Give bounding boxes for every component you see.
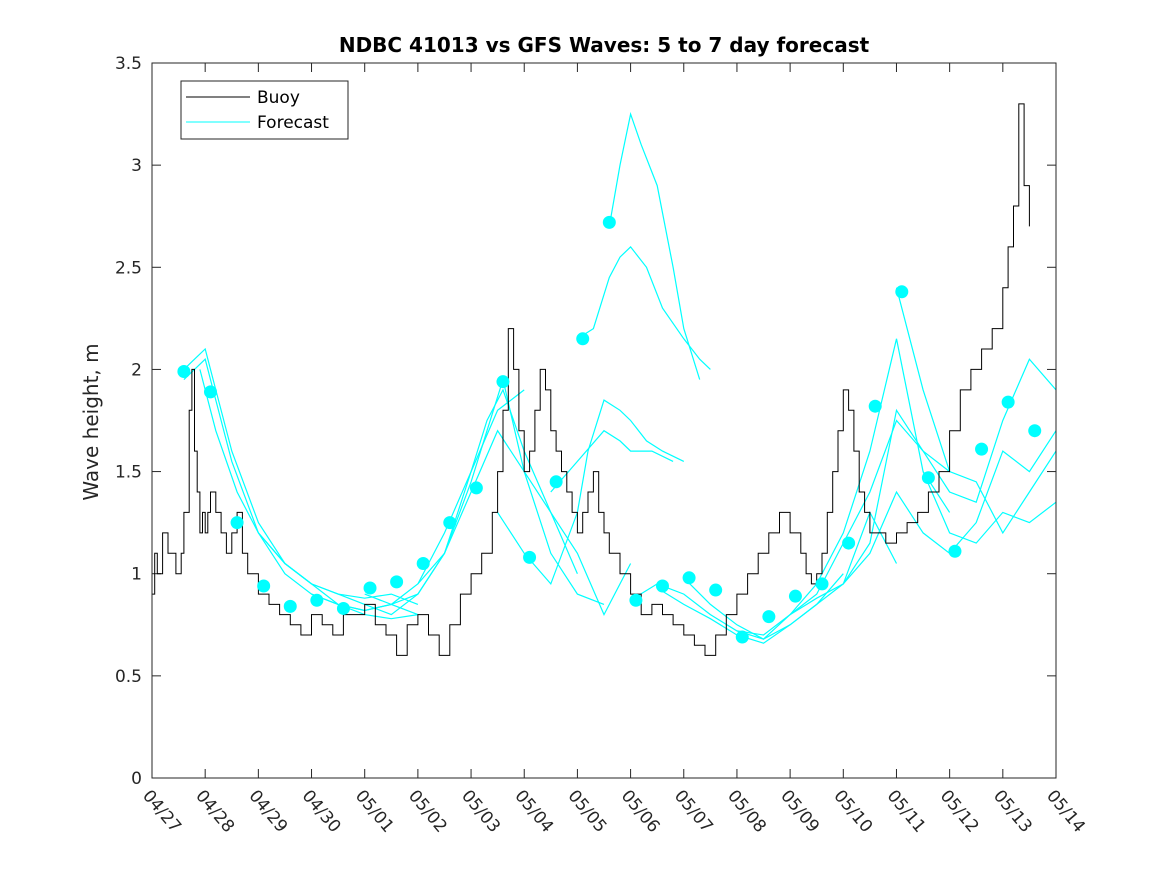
forecast-line-0	[183, 347, 419, 605]
y-axis-label: Wave height, m	[79, 343, 103, 500]
y-tick-label-3: 1.5	[115, 463, 142, 483]
forecast-marker-2	[230, 516, 244, 530]
y-tick-label-1: 0.5	[115, 667, 142, 687]
forecast-marker-14	[549, 475, 563, 489]
forecast-markers	[177, 215, 1042, 644]
y-tick-label-2: 1	[131, 565, 142, 585]
forecast-marker-6	[336, 601, 350, 615]
forecast-marker-17	[629, 593, 643, 607]
forecast-marker-31	[1001, 395, 1015, 409]
forecast-marker-11	[469, 481, 483, 495]
plot-frame	[151, 62, 1057, 779]
forecast-marker-16	[602, 215, 616, 229]
forecast-line-7	[497, 399, 685, 586]
forecast-marker-23	[788, 589, 802, 603]
legend-label-buoy: Buoy	[257, 88, 300, 108]
forecast-series	[183, 111, 1057, 644]
forecast-line-4	[311, 388, 578, 612]
forecast-line-8	[550, 429, 674, 493]
forecast-line-17	[895, 287, 1057, 535]
forecast-marker-20	[709, 583, 723, 597]
chart-title: NDBC 41013 vs GFS Waves: 5 to 7 day fore…	[339, 33, 870, 57]
forecast-marker-10	[443, 516, 457, 530]
forecast-marker-0	[177, 364, 191, 378]
forecast-marker-30	[975, 442, 989, 456]
forecast-marker-3	[257, 579, 271, 593]
y-tick-label-6: 3	[131, 156, 142, 176]
y-tick-label-7: 3.5	[115, 54, 142, 74]
forecast-line-18	[922, 471, 1057, 544]
forecast-marker-24	[815, 577, 829, 591]
y-axis: 0 0.5 1 1.5 2 2.5 3 3.5	[115, 54, 1056, 789]
buoy-series	[152, 103, 1030, 656]
forecast-line-9	[577, 246, 711, 370]
buoy-line	[152, 103, 1030, 656]
forecast-marker-5	[310, 593, 324, 607]
forecast-line-12	[656, 510, 898, 644]
y-tick-label-5: 2.5	[115, 258, 142, 278]
forecast-marker-29	[948, 544, 962, 558]
forecast-marker-9	[416, 557, 430, 570]
forecast-marker-8	[390, 575, 404, 589]
forecast-marker-26	[868, 399, 882, 413]
forecast-marker-27	[895, 285, 909, 299]
legend: Buoy Forecast	[180, 80, 349, 140]
forecast-marker-7	[363, 581, 377, 595]
forecast-marker-1	[203, 385, 217, 399]
forecast-marker-13	[523, 550, 537, 564]
forecast-marker-15	[576, 332, 590, 346]
forecast-marker-21	[735, 630, 749, 644]
forecast-marker-22	[762, 610, 776, 624]
forecast-marker-18	[655, 579, 669, 593]
legend-box	[180, 80, 349, 140]
y-tick-label-0: 0	[131, 769, 142, 789]
y-tick-label-4: 2	[131, 360, 142, 380]
forecast-marker-12	[496, 375, 510, 389]
forecast-marker-19	[682, 571, 696, 585]
forecast-marker-4	[283, 599, 297, 613]
forecast-line-10	[608, 111, 701, 380]
forecast-line-5	[364, 377, 605, 606]
forecast-line-3	[257, 389, 525, 616]
forecast-marker-28	[921, 471, 935, 485]
forecast-marker-25	[842, 536, 856, 550]
forecast-marker-32	[1028, 424, 1042, 438]
legend-label-forecast: Forecast	[257, 113, 329, 133]
